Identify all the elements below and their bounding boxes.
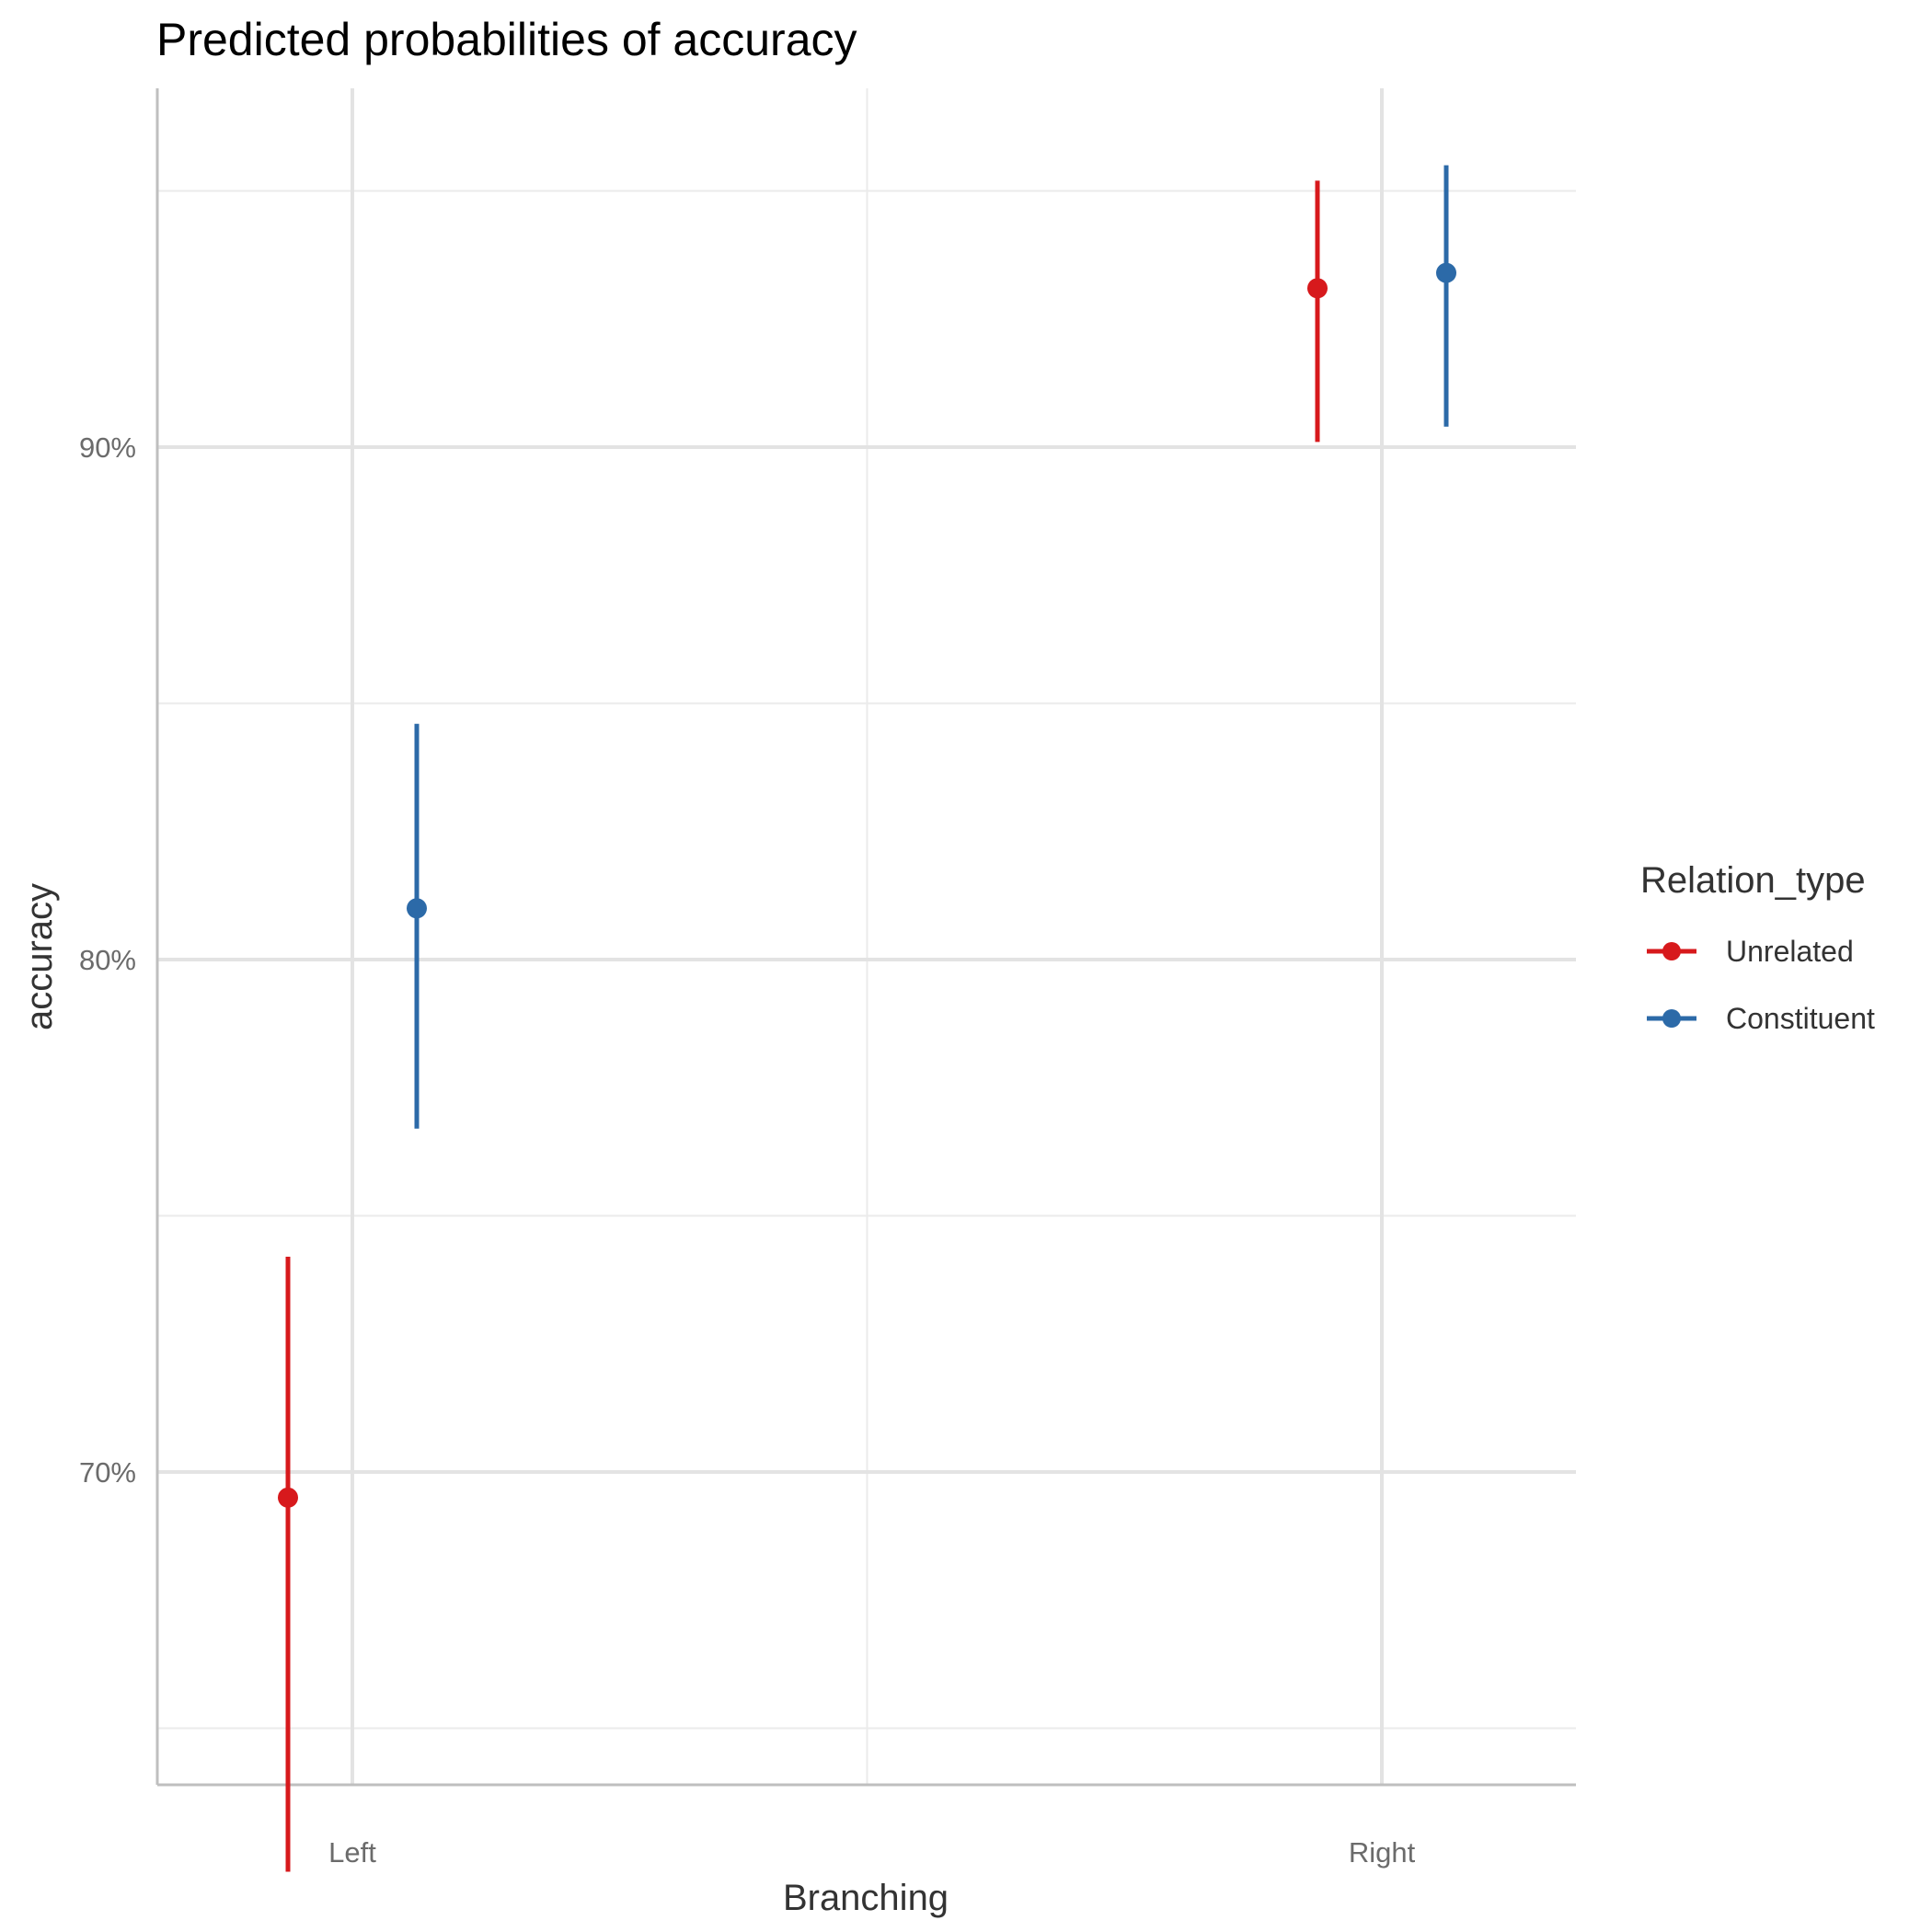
major-grid [157, 88, 1576, 1785]
y-tick-labels: 70% 80% 90% [79, 431, 136, 1489]
chart-title: Predicted probabilities of accuracy [156, 14, 857, 65]
y-axis-title: accuracy [19, 883, 60, 1030]
y-tick-label: 70% [79, 1456, 136, 1489]
data-point [407, 898, 427, 919]
legend-label: Constituent [1726, 1002, 1875, 1035]
legend-title: Relation_type [1640, 860, 1866, 901]
legend-key-point [1662, 1009, 1681, 1028]
y-tick-label: 80% [79, 944, 136, 976]
y-tick-label: 90% [79, 431, 136, 464]
axes [155, 88, 1576, 1787]
data-point [1436, 262, 1456, 283]
x-tick-labels: Left Right [328, 1836, 1415, 1869]
data-point [278, 1487, 298, 1508]
data-point [1307, 278, 1328, 299]
legend: Relation_type Unrelated Constituent [1640, 860, 1875, 1035]
legend-key-point [1662, 942, 1681, 960]
x-tick-label: Left [328, 1836, 376, 1869]
data-marks [278, 165, 1456, 1872]
x-axis-title: Branching [783, 1878, 949, 1918]
x-tick-label: Right [1349, 1836, 1416, 1869]
minor-grid [157, 88, 1576, 1785]
legend-label: Unrelated [1726, 935, 1854, 968]
